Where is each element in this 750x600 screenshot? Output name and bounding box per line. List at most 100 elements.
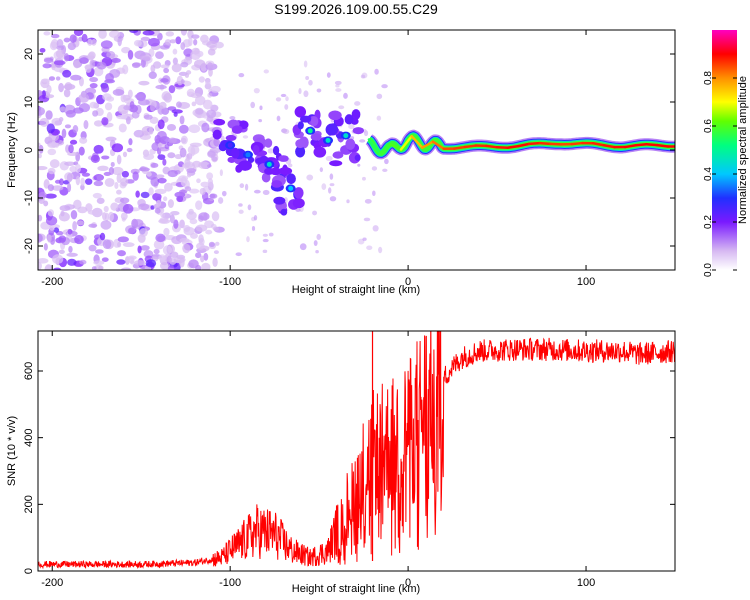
noise-blob — [155, 174, 165, 179]
signal-blob — [352, 127, 365, 135]
noise-blob — [38, 153, 42, 159]
faint-blob — [253, 87, 260, 94]
noise-blob — [199, 187, 206, 195]
noise-blob — [108, 166, 115, 175]
faint-blob — [357, 163, 361, 167]
noise-blob — [171, 63, 182, 73]
signal-blob — [225, 134, 237, 142]
faint-blob — [267, 148, 274, 154]
noise-blob — [190, 93, 202, 99]
noise-blob — [201, 122, 210, 133]
faint-blob — [325, 155, 333, 162]
spectrogram-border — [37, 29, 676, 271]
noise-blob — [160, 78, 169, 83]
noise-blob — [110, 161, 115, 167]
noise-blob — [49, 159, 60, 169]
x-tick-label: 0 — [405, 276, 411, 288]
noise-blob — [101, 155, 110, 160]
noise-blob — [141, 125, 154, 136]
noise-blob — [89, 101, 98, 109]
noise-blob — [189, 188, 200, 194]
faint-blob — [246, 236, 250, 243]
faint-blob — [258, 118, 263, 123]
colorbar-tick-label: 0.8 — [703, 71, 714, 85]
noise-blob — [58, 82, 64, 93]
faint-blob — [316, 88, 322, 93]
faint-blob — [334, 80, 342, 86]
noise-blob — [207, 150, 216, 158]
noise-blob — [183, 226, 195, 236]
noise-blob — [200, 181, 210, 188]
snr-marks — [38, 331, 675, 570]
noise-blob — [50, 38, 59, 49]
faint-blob — [253, 189, 261, 194]
noise-blob — [116, 173, 122, 184]
noise-blob — [127, 227, 135, 234]
colorbar-tick-label: 0.2 — [703, 215, 714, 229]
noise-blob — [47, 209, 55, 217]
carrier-track-segment — [410, 135, 424, 149]
signal-blob — [271, 180, 283, 188]
noise-blob — [59, 106, 67, 112]
noise-blob — [62, 69, 72, 78]
noise-blob — [127, 49, 134, 60]
noise-blob — [92, 192, 102, 199]
noise-blob — [69, 34, 77, 43]
signal-blob — [238, 160, 252, 171]
noise-blob — [97, 165, 109, 171]
carrier-track-segment — [645, 143, 659, 147]
noise-blob — [67, 151, 78, 156]
faint-blob — [346, 199, 350, 204]
noise-blob — [55, 76, 61, 81]
faint-blob — [284, 104, 289, 110]
faint-blob — [326, 72, 331, 78]
x-tick-label: 100 — [577, 577, 595, 589]
faint-blob — [295, 208, 301, 212]
noise-blob — [192, 160, 202, 168]
noise-blob — [139, 228, 148, 237]
noise-blob — [101, 117, 109, 126]
noise-blob — [180, 79, 185, 84]
noise-blob — [68, 144, 74, 154]
noise-blob — [102, 239, 112, 250]
faint-blob — [253, 215, 258, 221]
faint-blob — [287, 163, 293, 168]
snr-ylabel: SNR (10 * v/v) — [6, 416, 18, 486]
noise-blob — [148, 37, 160, 47]
faint-blob — [238, 209, 244, 214]
noise-blob — [105, 72, 114, 83]
noise-blob — [47, 167, 56, 175]
noise-blob — [51, 185, 64, 191]
noise-blob — [111, 143, 124, 153]
noise-blob — [76, 220, 85, 226]
noise-blob — [47, 184, 54, 192]
noise-blob — [111, 166, 124, 176]
faint-blob — [218, 197, 224, 204]
noise-blob — [195, 200, 203, 210]
noise-blob — [157, 177, 167, 184]
noise-blob — [44, 264, 53, 270]
noise-blob — [198, 161, 210, 169]
noise-blob — [138, 80, 150, 86]
noise-blob — [213, 137, 220, 147]
noise-blob — [133, 39, 142, 47]
faint-blob — [313, 240, 318, 246]
carrier-track-segment — [378, 143, 392, 155]
noise-blob — [165, 31, 175, 37]
noise-blob — [188, 259, 199, 269]
noise-blob — [138, 55, 151, 61]
noise-blob — [212, 257, 218, 267]
noise-blob — [206, 172, 214, 180]
noise-blob — [180, 176, 187, 187]
y-tick-label: 400 — [23, 428, 35, 446]
faint-blob — [359, 139, 366, 143]
faint-blob — [381, 84, 388, 89]
noise-blob — [85, 203, 93, 212]
noise-blob — [148, 71, 157, 80]
noise-blob — [102, 212, 107, 221]
noise-blob — [211, 156, 218, 162]
noise-blob — [133, 129, 145, 138]
noise-blob — [75, 175, 81, 186]
faint-blob — [207, 164, 212, 168]
signal-blob — [278, 155, 289, 162]
